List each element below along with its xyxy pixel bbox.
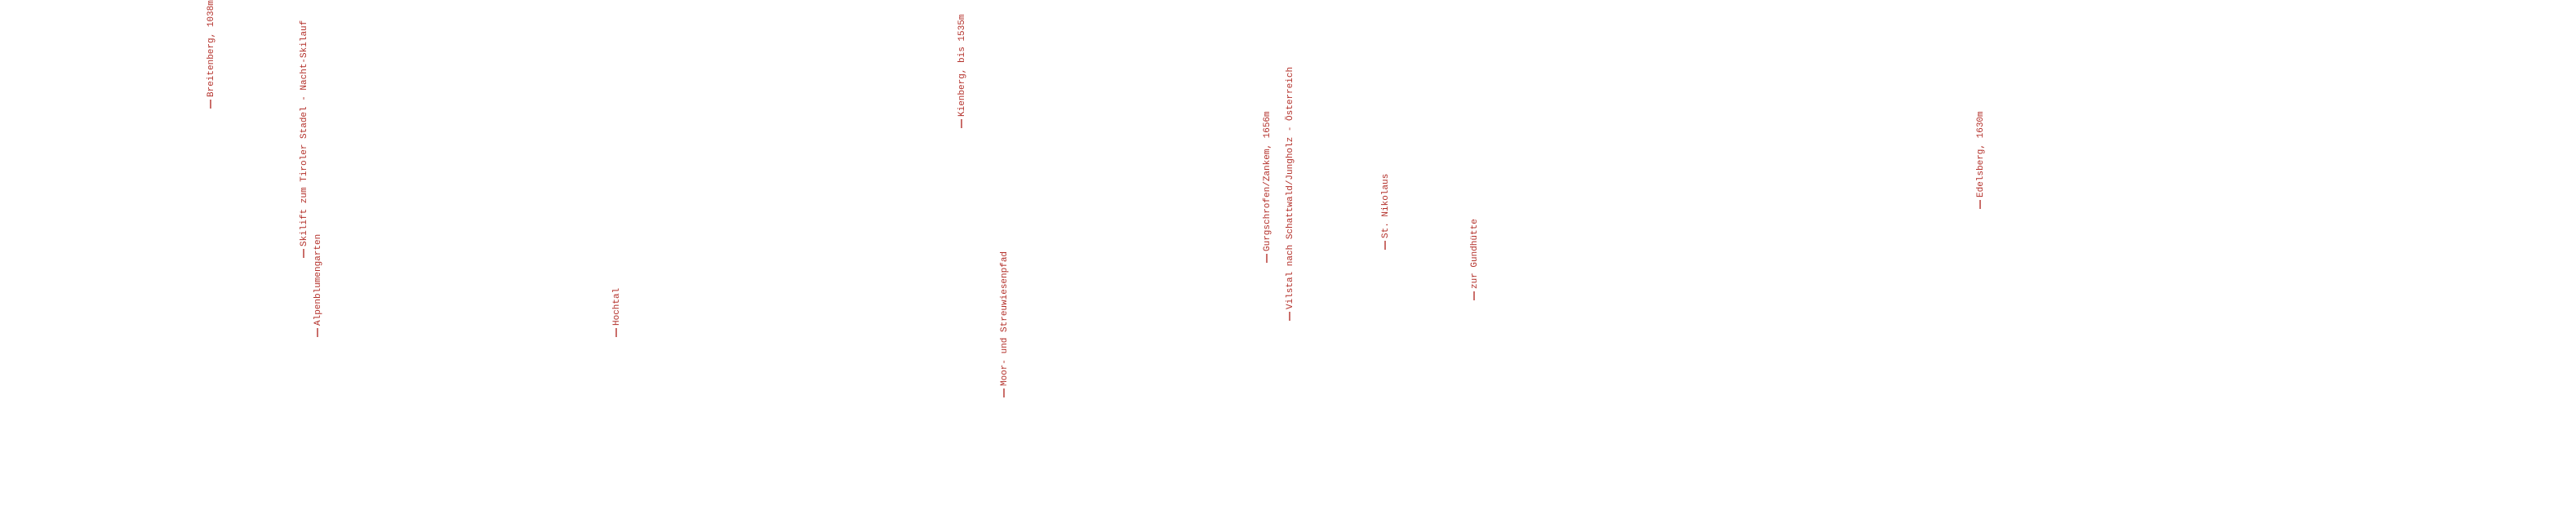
label-text: Vilstal nach Schattwald/Jungholz - Öster… — [1285, 67, 1295, 309]
map-label: St. Nikolaus — [1381, 174, 1391, 250]
map-label: Gurgschrofen/Zankem, 1656m — [1263, 111, 1272, 263]
map-label: Edelsberg, 1630m — [1976, 111, 1986, 209]
map-label: Moor- und Streuwiesenpfad — [1000, 251, 1010, 397]
label-text: Hochtal — [612, 288, 622, 326]
map-label: Hochtal — [612, 288, 622, 337]
label-text: Alpenblumengarten — [313, 234, 323, 326]
label-text: Kienberg, bis 1535m — [957, 14, 967, 117]
label-text: Edelsberg, 1630m — [1976, 111, 1986, 198]
label-text: Breitenberg, 1038m — [207, 0, 216, 97]
label-text: St. Nikolaus — [1381, 174, 1391, 238]
label-text: zur Gundhütte — [1470, 219, 1480, 289]
label-text: Gurgschrofen/Zankem, 1656m — [1263, 111, 1272, 251]
map-label: zur Gundhütte — [1470, 219, 1480, 300]
map-label: Breitenberg, 1038m — [207, 0, 216, 109]
label-text: Moor- und Streuwiesenpfad — [1000, 251, 1010, 386]
map-label: Kienberg, bis 1535m — [957, 14, 967, 128]
map-label: Skilift zum Tiroler Stadel - Nacht-Skila… — [300, 20, 309, 258]
label-text: Skilift zum Tiroler Stadel - Nacht-Skila… — [300, 20, 309, 246]
map-label: Alpenblumengarten — [313, 234, 323, 337]
map-label: Vilstal nach Schattwald/Jungholz - Öster… — [1285, 67, 1295, 321]
